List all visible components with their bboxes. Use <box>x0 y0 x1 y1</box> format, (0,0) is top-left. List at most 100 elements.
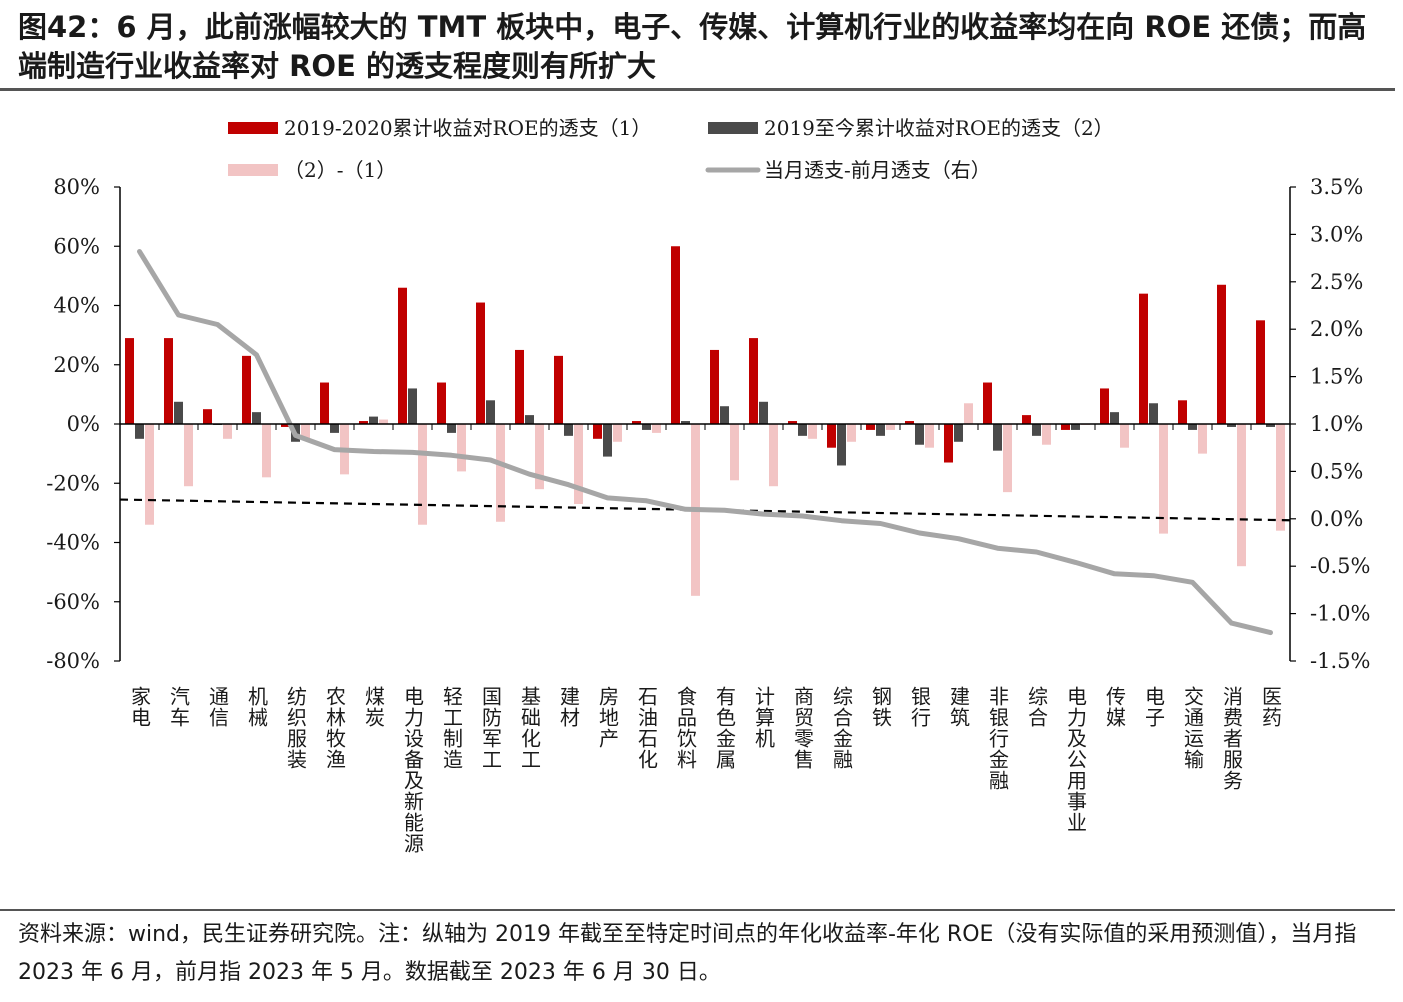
y-right-tick-label: 3.0% <box>1310 222 1363 246</box>
bar <box>866 424 875 430</box>
bar <box>330 424 339 433</box>
bar <box>681 421 690 424</box>
bar <box>1032 424 1041 436</box>
category-label: 汽车 <box>167 686 191 728</box>
category-label: 纺织服装 <box>284 686 308 770</box>
axes-group: -80% -60% -40% -20% 0% 20% 40% 60% 80% -1.5% -1.0%… <box>46 175 1370 673</box>
legend-label: （2）-（1） <box>284 158 396 182</box>
bar <box>1120 424 1129 448</box>
legend-swatch <box>228 164 278 176</box>
bar <box>954 424 963 442</box>
bar <box>808 424 817 439</box>
y-left-tick-label: 40% <box>53 294 100 318</box>
bar <box>1139 293 1148 424</box>
source-note: 资料来源：wind，民生证券研究院。注：纵轴为 2019 年截至至特定时间点的年… <box>18 922 1357 985</box>
bar <box>320 382 329 424</box>
y-left-tick-label: 0% <box>67 412 100 436</box>
bar <box>925 424 934 448</box>
category-label: 钢铁 <box>869 686 893 728</box>
category-label: 建材 <box>557 686 581 728</box>
title-divider <box>0 88 1395 91</box>
bar <box>1003 424 1012 493</box>
bar <box>905 421 914 424</box>
bar <box>486 400 495 424</box>
line-series-group <box>137 249 1273 636</box>
bar <box>632 421 641 424</box>
category-label: 通信 <box>206 686 230 728</box>
category-label: 非银行金融 <box>986 686 1010 791</box>
category-label: 电力设备及新能源 <box>401 686 425 854</box>
bar <box>749 338 758 424</box>
bar <box>603 424 612 457</box>
bar <box>1110 412 1119 424</box>
bar <box>1159 424 1168 534</box>
category-label: 农林牧渔 <box>323 686 347 770</box>
bar <box>125 338 134 424</box>
bar <box>1227 424 1236 427</box>
category-labels: 家电 汽车 通信 机械 纺织服装 农林牧渔 煤炭 电力设备及新能源 轻工制造 国防军工 基础化工 建材… <box>128 686 1283 854</box>
bar <box>447 424 456 433</box>
y-right-tick-label: 2.5% <box>1310 270 1363 294</box>
bar <box>262 424 271 478</box>
category-label: 消费者服务 <box>1220 686 1244 791</box>
category-label: 电力及公用事业 <box>1064 686 1088 833</box>
bar <box>574 424 583 504</box>
bar <box>837 424 846 466</box>
bar <box>476 302 485 424</box>
bar <box>145 424 154 525</box>
legend-label: 当月透支-前月透支（右） <box>764 158 991 182</box>
bar <box>730 424 739 481</box>
bar <box>759 401 768 424</box>
legend-swatch <box>708 122 758 134</box>
line-series <box>137 249 1273 636</box>
category-label: 传媒 <box>1103 686 1127 728</box>
bar <box>944 424 953 463</box>
combo-chart: 2019-2020累计收益对ROE的透支（1） 2019至今累计收益对ROE的透支… <box>46 116 1370 854</box>
category-label: 煤炭 <box>362 686 386 728</box>
bar <box>847 424 856 442</box>
bar <box>1188 424 1197 430</box>
bar <box>769 424 778 487</box>
bar <box>223 424 232 439</box>
y-right-tick-label: -1.0% <box>1310 602 1370 626</box>
bar <box>554 355 563 424</box>
bar <box>242 355 251 424</box>
bar <box>1217 284 1226 424</box>
y-left-tick-label: -80% <box>46 649 100 673</box>
y-right-tick-label: 3.5% <box>1310 175 1363 199</box>
footer-divider <box>0 909 1395 911</box>
bar <box>593 424 602 439</box>
figure-title: 图42：6 月，此前涨幅较大的 TMT 板块中，电子、传媒、计算机行业的收益率均… <box>18 10 1367 83</box>
category-label: 家电 <box>128 686 152 728</box>
category-label: 国防军工 <box>479 686 503 770</box>
bar <box>418 424 427 525</box>
bar <box>1100 388 1109 424</box>
y-right-tick-label: -0.5% <box>1310 554 1370 578</box>
bar <box>281 424 290 427</box>
bar <box>1198 424 1207 454</box>
y-left-tick-label: -60% <box>46 590 100 614</box>
y-right-tick-label: 0.5% <box>1310 459 1363 483</box>
legend-label: 2019-2020累计收益对ROE的透支（1） <box>284 116 651 140</box>
bar <box>613 424 622 442</box>
category-label: 交通运输 <box>1181 686 1205 770</box>
bar <box>525 415 534 424</box>
y-left-tick-label: 80% <box>53 175 100 199</box>
bar <box>496 424 505 522</box>
bar <box>203 409 212 424</box>
bar <box>720 406 729 424</box>
bar <box>964 403 973 424</box>
bar <box>652 424 661 433</box>
bar <box>993 424 1002 451</box>
category-label: 食品饮料 <box>674 686 698 770</box>
y-left-tick-label: 60% <box>53 234 100 258</box>
bar <box>457 424 466 472</box>
category-label: 综合金融 <box>830 686 854 770</box>
bar <box>1256 320 1265 424</box>
y-left-tick-label: 20% <box>53 353 100 377</box>
bar <box>1149 403 1158 424</box>
category-label: 机械 <box>245 686 269 728</box>
bar <box>1061 424 1070 430</box>
bar <box>1266 424 1275 427</box>
bar <box>1237 424 1246 567</box>
